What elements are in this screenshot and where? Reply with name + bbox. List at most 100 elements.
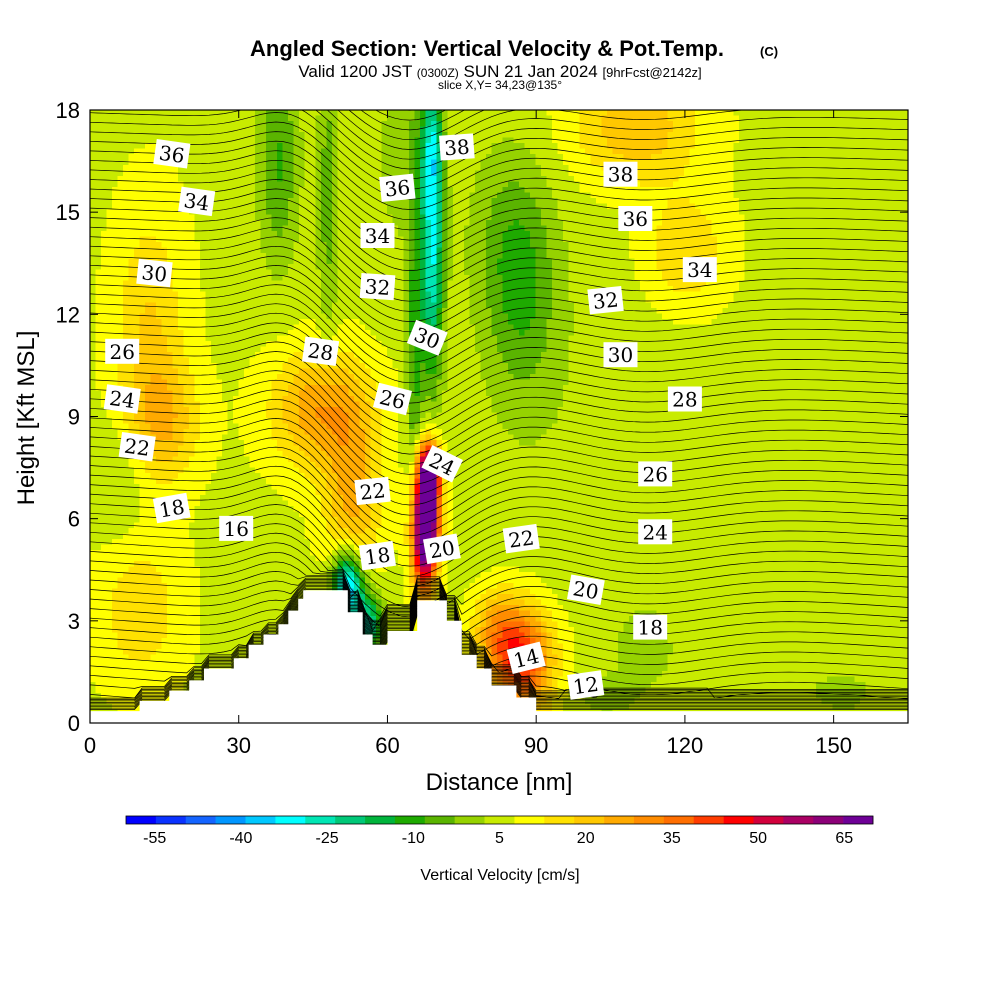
velocity-cell <box>420 110 427 117</box>
velocity-cell <box>568 165 603 172</box>
velocity-cell <box>381 638 388 645</box>
velocity-cell <box>321 214 333 221</box>
velocity-cell <box>123 649 157 656</box>
velocity-cell <box>123 418 135 425</box>
velocity-cell <box>733 154 908 161</box>
velocity-cell <box>370 456 383 463</box>
velocity-cell <box>282 407 300 414</box>
x-tick-label: 30 <box>226 733 250 758</box>
velocity-cell <box>530 632 542 639</box>
velocity-cell <box>436 489 443 496</box>
velocity-cell <box>442 192 449 199</box>
velocity-cell <box>255 143 267 150</box>
velocity-cell <box>381 137 410 144</box>
velocity-cell <box>216 467 256 474</box>
velocity-cell <box>420 445 427 452</box>
velocity-cell <box>90 544 102 551</box>
velocity-cell <box>656 236 718 243</box>
velocity-cell <box>326 577 333 584</box>
velocity-cell <box>519 330 526 337</box>
velocity-cell <box>491 665 498 672</box>
velocity-cell <box>409 412 421 419</box>
velocity-cell <box>436 572 443 579</box>
velocity-cell <box>563 401 908 408</box>
velocity-cell <box>601 165 685 172</box>
velocity-cell <box>288 110 300 117</box>
velocity-cell <box>541 671 548 678</box>
velocity-cell <box>409 566 416 573</box>
velocity-cell <box>398 550 410 557</box>
velocity-cell <box>442 302 449 309</box>
y-tick-label: 9 <box>68 405 80 430</box>
velocity-cell <box>277 170 284 177</box>
velocity-cell <box>409 374 416 381</box>
velocity-cell <box>662 671 908 678</box>
velocity-cell <box>497 335 548 342</box>
velocity-cell <box>491 643 498 650</box>
velocity-cell <box>403 539 410 546</box>
velocity-cell <box>398 423 410 430</box>
velocity-cell <box>469 627 476 634</box>
velocity-cell <box>139 489 207 496</box>
velocity-cell <box>497 346 548 353</box>
velocity-cell <box>293 121 300 128</box>
velocity-cell <box>277 143 284 150</box>
velocity-cell <box>546 253 570 260</box>
velocity-cell <box>321 148 333 155</box>
velocity-cell <box>106 412 124 419</box>
velocity-cell <box>651 302 729 309</box>
velocity-cell <box>563 390 908 397</box>
velocity-cell <box>425 132 432 139</box>
velocity-cell <box>436 236 443 243</box>
velocity-cell <box>524 621 531 628</box>
velocity-cell <box>579 187 735 194</box>
velocity-cell <box>491 324 515 331</box>
colorbar-swatch <box>663 816 695 824</box>
velocity-cell <box>425 396 432 403</box>
velocity-cell <box>530 671 537 678</box>
velocity-cell <box>403 242 410 249</box>
velocity-cell <box>161 148 256 155</box>
velocity-cell <box>491 148 531 155</box>
velocity-cell <box>420 407 443 414</box>
velocity-cell <box>134 396 146 403</box>
velocity-cell <box>134 148 163 155</box>
velocity-cell <box>425 429 432 436</box>
velocity-cell <box>431 236 438 243</box>
velocity-cell <box>486 154 537 161</box>
velocity-cell <box>370 467 383 474</box>
velocity-cell <box>662 209 702 216</box>
velocity-cell <box>453 225 465 232</box>
velocity-cell <box>425 231 432 238</box>
velocity-cell <box>519 566 908 573</box>
velocity-cell <box>249 456 289 463</box>
velocity-cell <box>420 209 427 216</box>
velocity-cell <box>634 610 658 617</box>
velocity-cell <box>414 115 421 122</box>
velocity-cell <box>293 148 306 155</box>
velocity-cell <box>189 203 256 210</box>
velocity-cell <box>398 434 410 441</box>
contour-label-text: 34 <box>365 224 390 248</box>
velocity-cell <box>409 143 416 150</box>
velocity-cell <box>332 181 339 188</box>
velocity-cell <box>315 148 322 155</box>
velocity-cell <box>183 467 218 474</box>
velocity-cell <box>189 412 201 419</box>
velocity-cell <box>414 357 438 364</box>
velocity-cell <box>238 423 273 430</box>
velocity-cell <box>414 566 421 573</box>
velocity-cell <box>420 192 427 199</box>
velocity-cell <box>123 165 179 172</box>
velocity-cell <box>156 434 174 441</box>
velocity-cell <box>552 610 570 617</box>
velocity-cell <box>420 478 438 485</box>
velocity-cell <box>453 522 908 529</box>
velocity-cell <box>557 621 570 628</box>
velocity-cell <box>260 473 306 480</box>
isotherm-line <box>90 583 908 696</box>
colorbar-swatch <box>544 816 575 824</box>
velocity-cell <box>530 192 553 199</box>
velocity-cell <box>442 275 449 282</box>
